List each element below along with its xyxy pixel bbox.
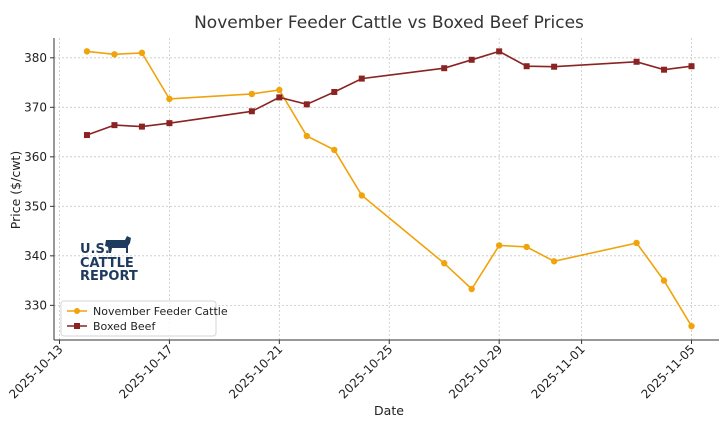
- y-tick-label: 340: [24, 249, 47, 263]
- x-tick-label: 2025-11-05: [638, 342, 697, 401]
- data-point: [551, 63, 558, 70]
- series-boxed-beef: [83, 48, 695, 139]
- data-point: [358, 75, 365, 82]
- legend-box: [60, 300, 217, 337]
- data-point: [441, 260, 448, 267]
- chart-title: November Feeder Cattle vs Boxed Beef Pri…: [194, 13, 584, 33]
- data-point: [83, 48, 91, 55]
- data-point: [83, 132, 90, 139]
- x-ticks: 2025-10-13 2025-10-17 2025-10-21 2025-10-25…: [6, 340, 698, 401]
- data-point: [523, 243, 530, 251]
- legend-swatch-marker: [74, 323, 80, 329]
- y-tick-label: 380: [24, 51, 47, 65]
- x-tick-label: 2025-11-01: [529, 342, 588, 401]
- data-point: [688, 63, 695, 70]
- data-point: [138, 123, 145, 130]
- data-point: [276, 94, 283, 101]
- logo-line2: CATTLE: [80, 256, 134, 271]
- y-tick-label: 350: [24, 199, 47, 213]
- data-point: [468, 285, 475, 293]
- data-point: [248, 90, 256, 98]
- data-point: [550, 258, 558, 265]
- legend: November Feeder Cattle Boxed Beef: [60, 300, 228, 337]
- legend-label: Boxed Beef: [93, 320, 156, 333]
- x-axis-label: Date: [374, 403, 404, 418]
- data-point: [358, 192, 365, 199]
- data-point: [688, 322, 695, 330]
- y-tick-label: 360: [24, 150, 47, 164]
- data-point: [111, 122, 118, 129]
- data-point: [468, 56, 475, 63]
- y-tick-label: 370: [24, 100, 47, 114]
- series-line: [86, 50, 693, 327]
- x-tick-label: 2025-10-17: [116, 342, 175, 401]
- axes: [53, 38, 719, 341]
- data-point: [111, 51, 118, 58]
- data-point: [166, 120, 173, 127]
- data-point: [303, 132, 311, 140]
- x-tick-label: 2025-10-21: [226, 342, 285, 401]
- x-tick-label: 2025-10-25: [336, 342, 395, 401]
- data-point: [248, 108, 255, 115]
- data-point: [166, 95, 173, 103]
- cow-icon: [105, 236, 131, 253]
- logo: U.S. CATTLE REPORT: [80, 236, 138, 284]
- data-point: [661, 66, 668, 73]
- data-point: [496, 48, 503, 55]
- data-point: [633, 58, 640, 65]
- data-point: [138, 49, 146, 57]
- y-axis-label: Price ($/cwt): [8, 151, 23, 229]
- data-point: [303, 101, 310, 108]
- y-tick-label: 330: [24, 298, 47, 312]
- data-point: [660, 277, 668, 284]
- data-point: [441, 65, 448, 72]
- x-tick-label: 2025-10-29: [446, 342, 505, 401]
- legend-swatch-marker: [74, 308, 80, 314]
- grid: [54, 38, 719, 340]
- legend-label: November Feeder Cattle: [93, 305, 228, 318]
- x-tick-label: 2025-10-13: [6, 342, 65, 401]
- data-point: [331, 146, 338, 154]
- logo-line1: U.S.: [80, 242, 110, 257]
- data-point: [633, 239, 640, 247]
- series-november-feeder-cattle: [83, 48, 695, 330]
- y-ticks: 330 340 350 360 370 380: [24, 51, 54, 312]
- logo-line3: REPORT: [80, 269, 138, 284]
- data-point: [523, 63, 530, 70]
- data-point: [276, 86, 283, 94]
- data-point: [331, 88, 338, 95]
- series: [83, 48, 695, 330]
- data-point: [495, 242, 503, 249]
